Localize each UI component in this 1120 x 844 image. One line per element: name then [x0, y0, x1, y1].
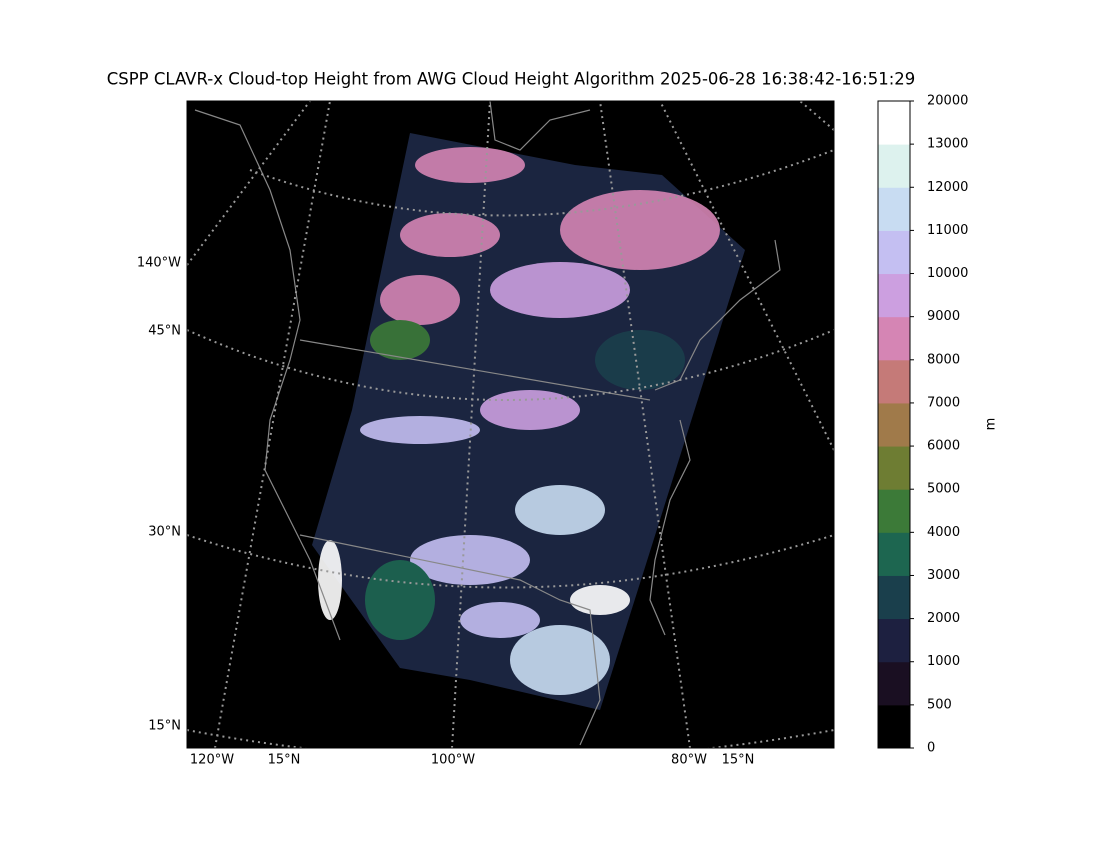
- colorbar-segment: [878, 532, 910, 576]
- lat-lon-label: 30°N: [148, 525, 181, 540]
- colorbar-tick-label: 10000: [927, 266, 968, 281]
- colorbar-segment: [878, 101, 910, 145]
- colorbar-segment: [878, 618, 910, 663]
- coastlines: [194, 101, 781, 746]
- lat-lon-label: 15°N: [148, 719, 181, 734]
- map-title: CSPP CLAVR-x Cloud-top Height from AWG C…: [107, 70, 916, 89]
- colorbar-tick-label: 6000: [927, 439, 960, 454]
- lat-lon-label: 100°W: [431, 753, 475, 768]
- colorbar-tick-label: 500: [927, 697, 952, 712]
- colorbar-segment: [878, 446, 910, 490]
- colorbar-segment: [878, 661, 910, 706]
- lat-lon-label: 15°N: [722, 753, 755, 768]
- colorbar-tick-label: 4000: [927, 525, 960, 540]
- colorbar-frame: [877, 100, 911, 749]
- map-frame: [186, 100, 835, 749]
- graticule-labels: 140°W 45°N 30°N 15°N 120°W 15°N 100°W 80°W 15°N: [137, 256, 755, 768]
- lat-lon-label: 80°W: [671, 753, 707, 768]
- colorbar-segment: [878, 402, 910, 447]
- colorbar-tick-label: 7000: [927, 395, 960, 410]
- colorbar-tick-label: 8000: [927, 352, 960, 367]
- colorbar-segment: [878, 230, 910, 275]
- colorbar-segment: [878, 144, 910, 188]
- graticule: [187, 101, 834, 748]
- colorbar-segment: [878, 575, 910, 620]
- colorbar-tick-label: 0: [927, 741, 935, 756]
- colorbar-segment: [878, 273, 910, 318]
- colorbar-tick-label: 5000: [927, 482, 960, 497]
- colorbar-segment: [878, 489, 910, 533]
- colorbar-tick-label: 1000: [927, 654, 960, 669]
- colorbar-tick-label: 2000: [927, 611, 960, 626]
- colorbar-segment: [878, 187, 910, 231]
- colorbar-tick-label: 13000: [927, 137, 968, 152]
- colorbar-tick-label: 9000: [927, 309, 960, 324]
- lat-lon-label: 120°W: [190, 753, 234, 768]
- colorbar-label: m: [984, 418, 999, 431]
- colorbar-tick-label: 3000: [927, 568, 960, 583]
- colorbar-tick-label: 20000: [927, 94, 968, 109]
- colorbar-segment: [878, 316, 910, 361]
- lat-lon-label: 15°N: [268, 753, 301, 768]
- colorbar: 0 500 1000 2000 3000 4000 5000 6000 7000 8000 9000…: [877, 94, 999, 756]
- map-content: [187, 101, 834, 748]
- lat-lon-label: 45°N: [148, 324, 181, 339]
- map-panel: [186, 100, 835, 749]
- colorbar-tick-label: 11000: [927, 223, 968, 238]
- colorbar-segment: [878, 359, 910, 404]
- cloud-patches: [318, 147, 720, 695]
- colorbar-tick-label: 12000: [927, 180, 968, 195]
- lat-lon-label: 140°W: [137, 256, 181, 271]
- colorbar-segment: [878, 704, 910, 749]
